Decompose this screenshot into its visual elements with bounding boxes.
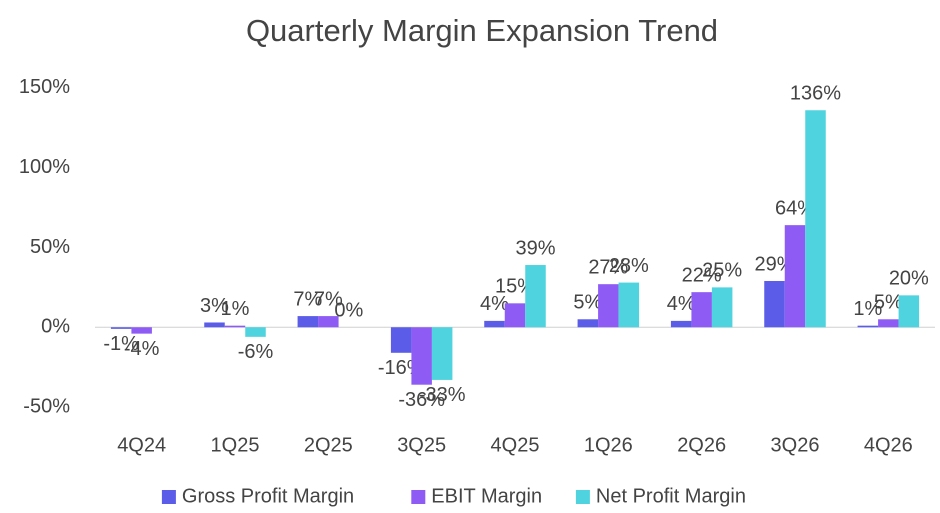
x-tick-label: 3Q25: [397, 434, 446, 456]
x-tick-label: 1Q25: [211, 434, 260, 456]
x-tick-label: 4Q25: [491, 434, 540, 456]
data-label: 7%: [293, 288, 322, 310]
data-label: 28%: [609, 255, 649, 277]
data-label: -33%: [419, 384, 466, 406]
data-label: -6%: [238, 341, 274, 363]
y-tick-label: 50%: [30, 236, 70, 258]
data-label: 1%: [853, 298, 882, 320]
data-label: 136%: [790, 83, 841, 105]
bar: [224, 325, 246, 328]
data-label: 5%: [573, 292, 602, 314]
bar: [618, 282, 640, 328]
data-label: 39%: [515, 237, 555, 259]
bar: [857, 325, 879, 328]
data-label: 5%: [874, 292, 903, 314]
legend-label: Net Profit Margin: [596, 485, 746, 507]
x-tick-label: 1Q26: [584, 434, 633, 456]
bar: [764, 280, 785, 328]
bar: [577, 319, 599, 328]
y-tick-label: 150%: [19, 76, 70, 98]
bar: [670, 320, 692, 328]
bar: [525, 265, 546, 328]
legend-swatch: [575, 490, 590, 504]
data-label: 64%: [775, 197, 815, 219]
data-label: 0%: [334, 300, 363, 322]
bar: [131, 327, 152, 334]
bar: [711, 287, 733, 328]
bar: [245, 327, 266, 337]
legend-swatch: [411, 490, 426, 504]
bar: [297, 316, 319, 328]
y-tick-label: 100%: [19, 156, 70, 178]
legend-label: EBIT Margin: [431, 485, 542, 507]
data-label: 4%: [480, 293, 509, 315]
bar: [898, 295, 920, 328]
bar: [805, 110, 826, 328]
y-tick-label: 0%: [41, 316, 70, 338]
data-label: 25%: [702, 260, 742, 282]
bar: [691, 292, 712, 328]
bar: [204, 322, 225, 328]
bar: [878, 319, 899, 328]
data-label: 15%: [495, 276, 535, 298]
y-tick-label: -50%: [23, 395, 70, 417]
data-label: 29%: [754, 253, 794, 275]
x-tick-label: 2Q26: [677, 434, 726, 456]
x-tick-label: 3Q26: [771, 434, 820, 456]
x-tick-label: 4Q26: [864, 434, 913, 456]
bar: [318, 316, 339, 328]
bar: [110, 327, 132, 329]
data-label: 3%: [200, 295, 229, 317]
data-label: -36%: [398, 389, 445, 411]
x-tick-label: 4Q24: [117, 434, 166, 456]
legend-label: Gross Profit Margin: [182, 485, 354, 507]
legend-swatch: [161, 490, 176, 504]
bar: [431, 327, 453, 380]
bar: [390, 327, 412, 353]
x-tick-label: 2Q25: [304, 434, 353, 456]
data-label: 4%: [667, 293, 696, 315]
data-label: -4%: [124, 338, 160, 360]
bar: [411, 327, 432, 385]
bar: [504, 303, 526, 328]
data-label: 20%: [889, 268, 929, 290]
data-label: 1%: [221, 298, 250, 320]
bar: [484, 320, 505, 328]
chart-title: Quarterly Margin Expansion Trend: [246, 13, 718, 48]
bar: [784, 225, 806, 328]
bar: [598, 284, 619, 328]
data-label: 22%: [682, 264, 722, 286]
data-label: 27%: [588, 256, 628, 278]
data-label: 7%: [314, 288, 343, 310]
data-label: -1%: [103, 333, 139, 355]
